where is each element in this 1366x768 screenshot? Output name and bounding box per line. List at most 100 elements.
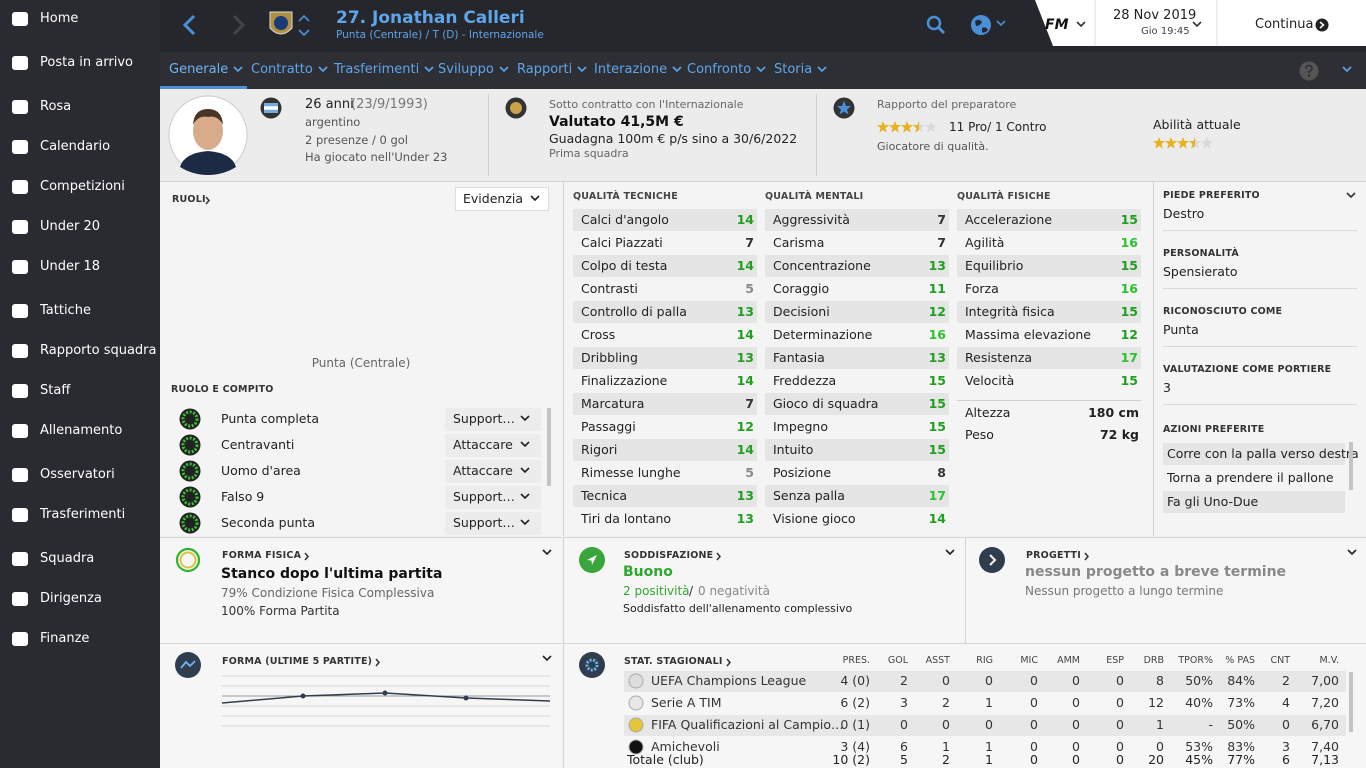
- attribute-name: Posizione: [773, 465, 832, 480]
- sidebar-item[interactable]: Under 18: [40, 259, 101, 274]
- attribute-row: [573, 324, 757, 346]
- stat-header: TPOR%: [1178, 655, 1213, 666]
- stat-header: MIC: [1020, 655, 1038, 666]
- satisfaction-note: Soddisfatto dell'allenamento complessivo: [623, 602, 853, 615]
- duty-dropdown[interactable]: [445, 512, 541, 535]
- attribute-group-title: QUALITÀ FISICHE: [957, 191, 1051, 202]
- continue-button[interactable]: Continua: [1255, 17, 1314, 32]
- sidebar-icon: [12, 180, 28, 194]
- sidebar-item[interactable]: Home: [40, 11, 79, 26]
- attribute-row: [573, 347, 757, 369]
- chevron: [756, 66, 766, 73]
- star-fill: [1153, 137, 1195, 149]
- body-label: Altezza: [965, 405, 1011, 420]
- club-badge: [269, 11, 293, 35]
- tab[interactable]: Trasferimenti: [334, 62, 420, 77]
- chevron: [520, 519, 530, 526]
- contract-label: Sotto contratto con l'Internazionale: [549, 98, 744, 111]
- stat-value: 0: [942, 717, 950, 732]
- sidebar-item[interactable]: Rosa: [40, 99, 72, 114]
- sidebar-item[interactable]: Calendario: [40, 139, 111, 154]
- stat-value: 83%: [1227, 739, 1255, 754]
- attribute-row: [573, 278, 757, 300]
- tab[interactable]: Confronto: [687, 62, 752, 77]
- attribute-name: Cross: [581, 327, 616, 342]
- section-title[interactable]: RUOLI: [172, 194, 206, 205]
- tab[interactable]: Storia: [774, 62, 813, 77]
- attribute-row: [765, 278, 949, 300]
- stat-value: 0: [1282, 717, 1290, 732]
- preferred-move: Corre con la palla verso destra: [1167, 446, 1359, 461]
- attribute-row: [765, 324, 949, 346]
- sidebar-item[interactable]: Posta in arrivo: [40, 55, 133, 70]
- sidebar-item[interactable]: Dirigenza: [40, 591, 102, 606]
- sidebar-item[interactable]: Tattiche: [40, 303, 91, 318]
- fitness-status: Stanco dopo l'ultima partita: [221, 566, 443, 582]
- attribute-row: [765, 439, 949, 461]
- tab[interactable]: Interazione: [594, 62, 668, 77]
- star-fill: [877, 121, 919, 133]
- total-label: Totale (club): [627, 752, 704, 767]
- stat-value: 1: [985, 739, 993, 754]
- attribute-row: [573, 370, 757, 392]
- attribute-value: 14: [736, 373, 754, 388]
- sidebar-item[interactable]: Staff: [40, 383, 71, 398]
- form-graph: [221, 675, 551, 727]
- brand-logo[interactable]: FM: [1045, 17, 1069, 33]
- negatives: 0 negatività: [698, 584, 770, 598]
- chevron: [672, 66, 682, 73]
- stat-value: 50%: [1185, 673, 1213, 688]
- stat-header: AMM: [1057, 655, 1080, 666]
- duty[interactable]: Support…: [453, 515, 515, 530]
- sidebar-item[interactable]: Competizioni: [40, 179, 125, 194]
- sidebar-icon: [12, 468, 28, 482]
- duty-dropdown[interactable]: [445, 408, 541, 431]
- attribute-value: 15: [1120, 304, 1138, 319]
- attribute-name: Aggressività: [773, 212, 850, 227]
- stat-value: -: [1208, 717, 1213, 732]
- duty-dropdown[interactable]: [445, 434, 541, 457]
- dropdown-label[interactable]: Evidenzia: [463, 191, 524, 206]
- panel-title: FORMA (ULTIME 5 PARTITE): [222, 656, 373, 667]
- chevron: [1347, 549, 1357, 556]
- duty[interactable]: Attaccare: [453, 437, 513, 452]
- sidebar-item[interactable]: Under 20: [40, 219, 101, 234]
- duty[interactable]: Support…: [453, 489, 515, 504]
- separator: /: [689, 584, 694, 598]
- attribute-name: Gioco di squadra: [773, 396, 879, 411]
- duty[interactable]: Attaccare: [453, 463, 513, 478]
- attribute-row: [957, 232, 1141, 254]
- attribute-value: 5: [745, 281, 754, 296]
- nation-flag: [260, 97, 282, 119]
- duty-dropdown[interactable]: [445, 486, 541, 509]
- duty[interactable]: Support…: [453, 411, 515, 426]
- sidebar-item[interactable]: Rapporto squadra: [40, 343, 157, 358]
- sidebar-icon: [12, 100, 28, 114]
- sidebar-icon: [12, 552, 28, 566]
- stat-header: % PAS: [1225, 655, 1255, 666]
- sidebar-item[interactable]: Finanze: [40, 631, 90, 646]
- attribute-row: [957, 209, 1141, 231]
- stat-value: 1: [985, 695, 993, 710]
- sidebar-item[interactable]: Trasferimenti: [40, 507, 126, 522]
- sidebar-item[interactable]: Allenamento: [40, 423, 123, 438]
- duty-dropdown[interactable]: [445, 460, 541, 483]
- total-value: 5: [900, 752, 908, 767]
- tab[interactable]: Rapporti: [517, 62, 573, 77]
- tab[interactable]: Generale: [169, 62, 229, 77]
- chevron: [520, 493, 530, 500]
- tab[interactable]: Contratto: [251, 62, 313, 77]
- stat-header: ESP: [1106, 655, 1124, 666]
- game-time: Gio 19:45: [1141, 26, 1190, 37]
- attribute-value: 15: [928, 373, 946, 388]
- projects-panel: [965, 537, 1366, 643]
- tab[interactable]: Sviluppo: [438, 62, 494, 77]
- date-of-birth: (23/9/1993): [351, 97, 428, 112]
- attribute-value: 13: [928, 258, 946, 273]
- sidebar-item[interactable]: Squadra: [40, 551, 95, 566]
- attribute-value: 15: [928, 419, 946, 434]
- sidebar-icon: [12, 304, 28, 318]
- total-value: 0: [1072, 752, 1080, 767]
- sidebar-item[interactable]: Osservatori: [40, 467, 115, 482]
- body-label: Peso: [965, 427, 994, 442]
